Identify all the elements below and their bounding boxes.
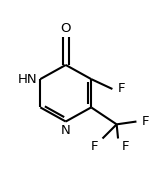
Text: N: N	[61, 124, 71, 137]
Text: O: O	[61, 22, 71, 35]
Text: F: F	[118, 82, 126, 96]
Text: HN: HN	[18, 73, 37, 86]
Text: F: F	[91, 140, 98, 153]
Text: F: F	[142, 115, 150, 128]
Text: F: F	[122, 140, 129, 153]
